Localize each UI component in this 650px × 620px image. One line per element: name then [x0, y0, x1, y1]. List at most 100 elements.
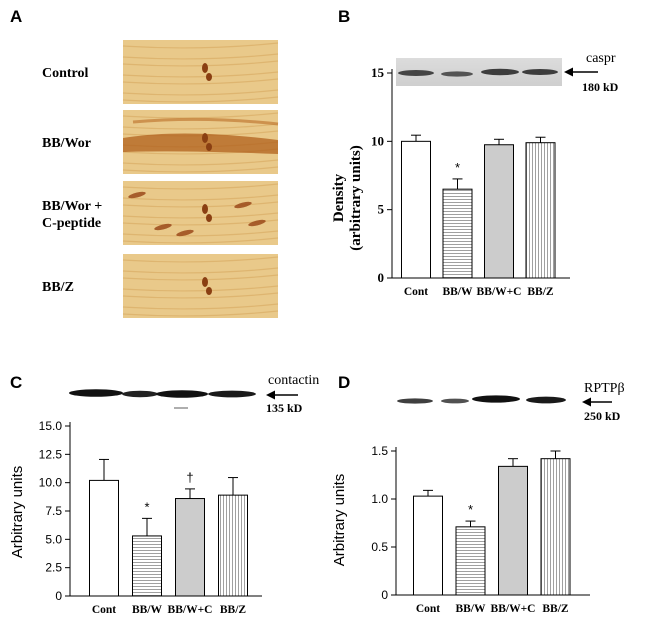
category-label: Cont: [404, 286, 428, 298]
bar: [218, 494, 248, 597]
bar: [89, 479, 119, 597]
category-label: BB/W: [455, 603, 486, 615]
bar: [401, 140, 431, 279]
fiber-line: [122, 267, 279, 274]
node-mark: [202, 63, 208, 73]
y-tick-label: 10: [371, 133, 384, 148]
blot-band: [398, 70, 434, 76]
micrograph-image: [122, 181, 279, 245]
fiber-line: [122, 194, 279, 201]
fiber-line: [122, 112, 279, 119]
blot-band: [69, 389, 123, 397]
fiber-line: [122, 42, 279, 49]
fiber-line: [122, 78, 279, 85]
panel-d-blot: RPTPβ 250 kD: [397, 381, 625, 423]
bar: [484, 144, 514, 279]
category-label: Cont: [92, 604, 116, 616]
node-mark: [206, 287, 212, 295]
significance-mark: *: [144, 499, 149, 514]
category-label: BB/W: [132, 604, 163, 616]
panel-d-letter: D: [338, 373, 350, 392]
panel-b-ylabel-line1: Density: [331, 173, 347, 222]
fiber-line: [122, 212, 279, 219]
bar: [413, 495, 443, 596]
bar: [498, 465, 528, 596]
blot-band: [522, 69, 558, 75]
bar: [540, 458, 571, 596]
panel-b-ylabel-line2: (arbitrary units): [348, 145, 364, 250]
fiber-line: [122, 159, 279, 166]
y-tick-label: 15: [371, 65, 385, 80]
stain-band: [123, 133, 278, 154]
blot-band: [472, 395, 520, 403]
bar: [525, 142, 556, 279]
blot-label-rptp: RPTPβ: [584, 381, 625, 396]
stain-band: [132, 117, 279, 126]
blot-kd-d: 250 kD: [584, 409, 621, 423]
bar: [442, 188, 473, 279]
micrograph-label: Control: [42, 66, 89, 81]
significance-mark: *: [468, 502, 473, 517]
bar: [175, 498, 205, 597]
node-mark: [206, 143, 212, 151]
node-mark: [202, 204, 208, 214]
micrograph-label: C-peptide: [42, 216, 101, 231]
micrograph-image: [122, 110, 279, 174]
blot-band: [526, 396, 566, 404]
micrograph-label: BB/Wor +: [42, 199, 102, 214]
node-mark: [206, 214, 212, 222]
fiber-line: [122, 274, 279, 281]
fiber-line: [122, 53, 279, 60]
blot-kd-b: 180 kD: [582, 80, 619, 94]
chart-b: 0 5 10 15 Cont * BB/W BB/W+C BB/Z: [371, 65, 570, 298]
panel-c-ylabel: Arbitrary units: [9, 466, 26, 559]
micrograph-background: [123, 254, 278, 318]
fiber-line: [122, 166, 279, 173]
arrow-head-icon: [564, 67, 573, 77]
category-label: BB/Z: [527, 286, 554, 298]
stained-cell: [248, 219, 266, 227]
blot-band: [441, 71, 473, 77]
micrograph-background: [123, 40, 278, 104]
stained-cell: [128, 191, 146, 199]
panel-c-letter: C: [10, 373, 22, 392]
micrograph-label: BB/Wor: [42, 136, 91, 151]
y-tick-label: 5: [378, 202, 385, 217]
category-label: BB/W+C: [168, 604, 213, 616]
panel-d-ylabel: Arbitrary units: [331, 474, 348, 567]
category-label: BB/W+C: [477, 286, 522, 298]
y-tick-label: 2.5: [45, 561, 62, 575]
blot-band: [208, 390, 256, 398]
y-tick-label: 10.0: [39, 476, 63, 490]
category-label: BB/Z: [542, 603, 569, 615]
panel-b-blot: caspr 180 kD: [396, 51, 619, 94]
fiber-line: [122, 183, 279, 190]
y-tick-label: 0: [55, 589, 62, 603]
fiber-line: [122, 292, 279, 299]
category-label: Cont: [416, 603, 440, 615]
y-tick-label: 0.5: [371, 540, 388, 554]
arrow-head-icon: [266, 390, 275, 400]
y-tick-label: 15.0: [39, 419, 63, 433]
fiber-line: [122, 60, 279, 67]
blot-band: [441, 398, 469, 404]
chart-d: 0 0.5 1.0 1.5 Cont * BB/W BB/W+C BB/Z: [371, 444, 590, 615]
fiber-line: [122, 96, 279, 103]
node-mark: [202, 277, 208, 287]
y-tick-label: 1.5: [371, 444, 388, 458]
y-tick-label: 1.0: [371, 492, 388, 506]
fiber-line: [122, 256, 279, 263]
micrograph-background: [123, 181, 278, 245]
y-tick-label: 12.5: [39, 447, 63, 461]
fiber-line: [122, 230, 279, 237]
node-mark: [202, 133, 208, 143]
chart-c: 0 2.5 5.0 7.5 10.0 12.5 15.0 Cont * BB/W † BB/W+C BB…: [39, 419, 262, 616]
arrow-head-icon: [582, 397, 591, 407]
y-tick-label: 7.5: [45, 504, 62, 518]
panel-a-letter: A: [10, 7, 22, 26]
panel-b-letter: B: [338, 7, 350, 26]
category-label: BB/Z: [220, 604, 247, 616]
blot-kd-c: 135 kD: [266, 401, 303, 415]
